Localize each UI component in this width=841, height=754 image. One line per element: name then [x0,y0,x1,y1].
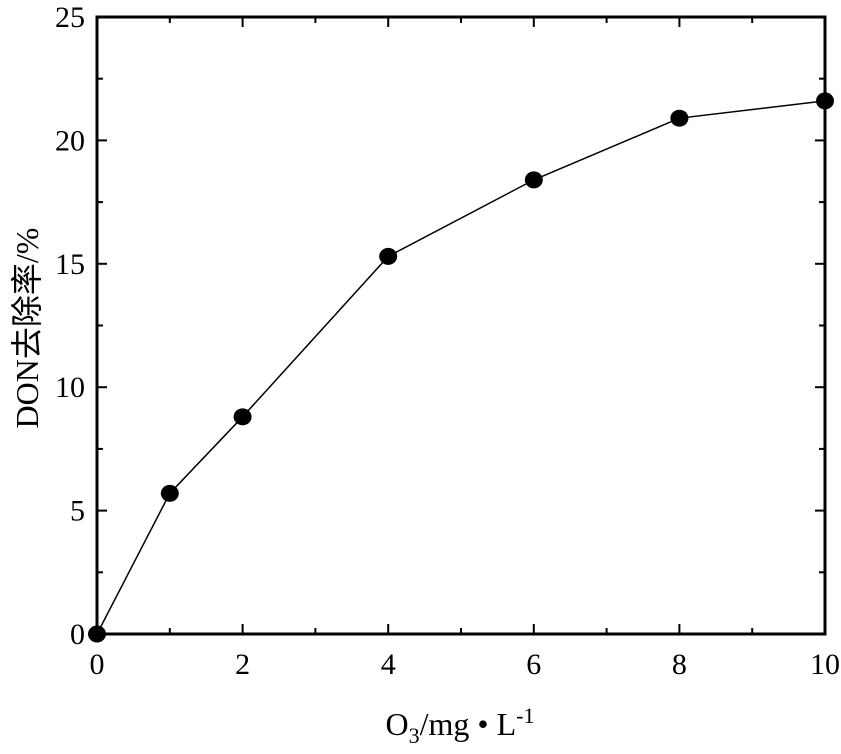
data-point [233,408,252,426]
y-tick-label: 25 [55,1,85,34]
x-tick-label: 10 [810,648,840,681]
y-tick-label: 10 [55,371,85,404]
plot-border [95,15,827,636]
data-point [670,109,689,127]
y-tick-label: 5 [70,495,85,528]
x-axis-title-mid: /mg • L [420,706,517,742]
tick-labels: 0 2 4 6 8 10 0 5 10 15 20 25 [55,1,840,681]
series-line [96,100,826,635]
y-tick-label: 0 [70,618,85,651]
axis-ticks [96,16,826,635]
x-tick-label: 6 [526,648,541,681]
data-point [88,625,106,643]
x-axis-title-base: O [386,706,409,742]
x-axis-title: O3/mg • L-1 [386,703,535,748]
x-tick-label: 4 [381,648,396,681]
x-tick-label: 8 [672,648,687,681]
x-axis-title-sub: 3 [409,723,420,748]
y-tick-label: 15 [55,248,85,281]
data-point [379,247,398,265]
y-tick-label: 20 [55,124,85,157]
data-point [816,92,834,110]
x-tick-label: 2 [235,648,250,681]
plot-frame [95,15,827,636]
y-axis-title: DON去除率/% [9,228,45,429]
data-point [160,484,179,502]
series-layer [88,92,834,643]
x-tick-label: 0 [90,648,105,681]
x-axis-title-sup: -1 [516,703,534,728]
data-point [524,171,543,189]
